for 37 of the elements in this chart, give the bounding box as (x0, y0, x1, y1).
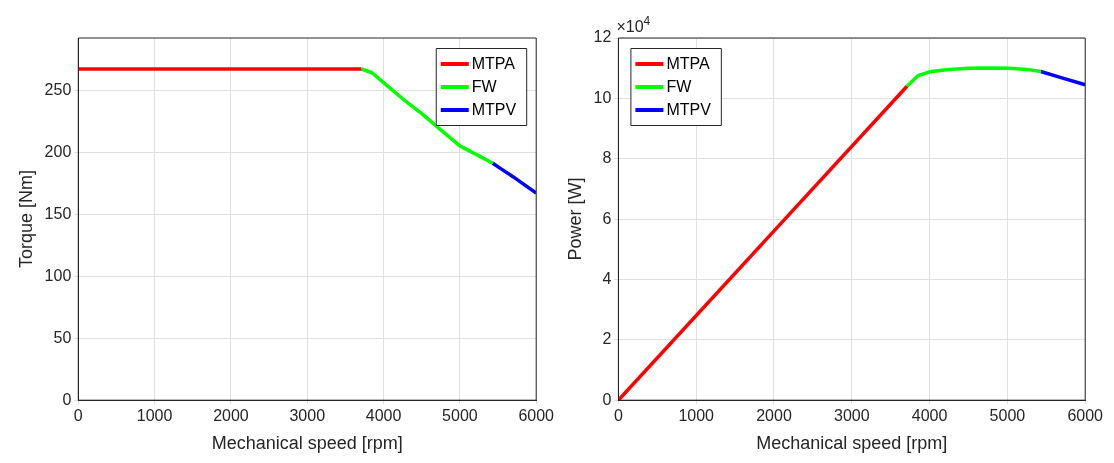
x-tick-label: 2000 (756, 407, 792, 425)
x-tick-label: 4000 (365, 407, 402, 425)
x-axis-title: Mechanical speed [rpm] (756, 433, 948, 454)
legend-label: MTPV (471, 101, 517, 119)
y-tick-label: 10 (593, 88, 612, 106)
x-tick-label: 5000 (442, 407, 478, 425)
legend-label: MTPA (666, 55, 710, 73)
x-axis-title: Mechanical speed [rpm] (211, 433, 403, 454)
y-tick-label: 50 (53, 328, 72, 346)
legend-label: FW (666, 78, 693, 96)
y-tick-label: 0 (62, 390, 72, 408)
x-tick-label: 3000 (289, 407, 326, 425)
x-tick-label: 0 (613, 407, 623, 425)
x-tick-label: 3000 (834, 407, 870, 425)
y-tick-label: 12 (593, 28, 612, 46)
y-tick-label: 2 (602, 330, 612, 348)
x-tick-label: 1000 (136, 407, 173, 425)
x-tick-label: 0 (73, 407, 83, 425)
legend-label: MTPA (471, 55, 516, 73)
x-tick-label: 1000 (678, 407, 715, 425)
x-tick-label: 4000 (911, 407, 948, 425)
y-tick-label: 8 (602, 149, 612, 167)
legend-label: MTPV (666, 101, 712, 119)
x-tick-label: 6000 (518, 407, 555, 425)
y-tick-label: 6 (602, 209, 612, 227)
y-tick-label: 150 (44, 204, 72, 222)
x-tick-label: 6000 (1067, 407, 1104, 425)
legend-label: FW (471, 78, 498, 96)
y-axis-title: Power [W] (564, 177, 585, 261)
y-tick-label: 100 (44, 266, 72, 284)
y-tick-label: 200 (44, 142, 72, 160)
y-tick-label: 4 (602, 269, 612, 287)
y-tick-label: 250 (44, 80, 72, 98)
x-tick-label: 5000 (989, 407, 1026, 425)
y-axis-title: Torque [Nm] (15, 170, 36, 269)
x-tick-label: 2000 (213, 407, 249, 425)
y-tick-label: 0 (602, 390, 612, 408)
